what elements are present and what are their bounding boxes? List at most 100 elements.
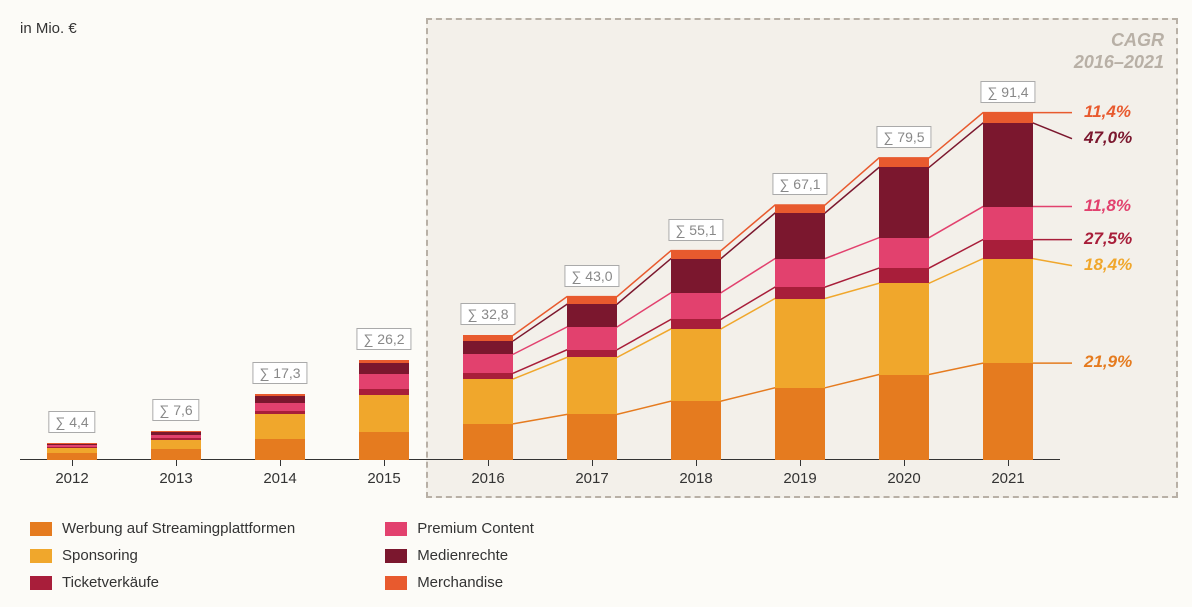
segment-sponsoring xyxy=(671,329,721,401)
bar-2013: ∑ 7,6 xyxy=(151,431,201,460)
cagr-label-ticket: 27,5% xyxy=(1084,229,1132,249)
segment-sponsoring xyxy=(463,379,513,424)
legend-swatch xyxy=(30,549,52,563)
bar-2019: ∑ 67,1 xyxy=(775,205,825,460)
cagr-label-medien: 47,0% xyxy=(1084,128,1132,148)
x-axis-label: 2012 xyxy=(20,470,124,487)
segment-sponsoring xyxy=(879,283,929,374)
segment-werbung xyxy=(359,432,409,461)
total-label: ∑ 32,8 xyxy=(460,303,515,325)
axis-tick xyxy=(696,460,697,466)
bar-2014: ∑ 17,3 xyxy=(255,394,305,460)
bar-2012: ∑ 4,4 xyxy=(47,443,97,460)
cagr-line1: CAGR xyxy=(1074,30,1164,52)
legend-item-merch: Merchandise xyxy=(385,574,534,591)
segment-sponsoring xyxy=(567,357,617,414)
legend-item-werbung: Werbung auf Streamingplattformen xyxy=(30,520,295,537)
segment-premium xyxy=(567,327,617,350)
cagr-label-werbung: 21,9% xyxy=(1084,352,1132,372)
segment-merch xyxy=(983,113,1033,123)
segment-werbung xyxy=(47,453,97,460)
segment-merch xyxy=(567,297,617,305)
segment-werbung xyxy=(671,401,721,460)
segment-werbung xyxy=(255,439,305,460)
segment-premium xyxy=(255,403,305,411)
legend-label: Ticketverkäufe xyxy=(62,574,159,591)
segment-werbung xyxy=(567,414,617,460)
segment-premium xyxy=(983,207,1033,240)
axis-tick xyxy=(176,460,177,466)
legend-item-premium: Premium Content xyxy=(385,520,534,537)
segment-ticket xyxy=(567,350,617,358)
segment-ticket xyxy=(775,287,825,298)
total-label: ∑ 17,3 xyxy=(252,362,307,384)
cagr-label-sponsoring: 18,4% xyxy=(1084,255,1132,275)
segment-medien xyxy=(463,341,513,354)
segment-sponsoring xyxy=(775,299,825,388)
legend-label: Sponsoring xyxy=(62,547,138,564)
legend-swatch xyxy=(30,522,52,536)
y-axis-label: in Mio. € xyxy=(20,20,77,37)
total-label: ∑ 67,1 xyxy=(772,173,827,195)
segment-sponsoring xyxy=(359,395,409,431)
segment-ticket xyxy=(359,389,409,396)
segment-sponsoring xyxy=(151,440,201,450)
segment-medien xyxy=(671,259,721,293)
x-axis-label: 2019 xyxy=(748,470,852,487)
chart-plot-area: ∑ 4,4 ∑ 7,6 ∑ 17,3 ∑ 26,2 ∑ 32,8 ∑ 43,0 ∑ 55,1… xyxy=(20,80,1060,460)
segment-ticket xyxy=(879,268,929,283)
axis-tick xyxy=(384,460,385,466)
cagr-heading: CAGR 2016–2021 xyxy=(1074,30,1164,73)
legend-swatch xyxy=(385,522,407,536)
segment-ticket xyxy=(671,319,721,329)
segment-medien xyxy=(567,304,617,327)
segment-medien xyxy=(879,167,929,237)
bar-2021: ∑ 91,4 xyxy=(983,113,1033,460)
total-label: ∑ 43,0 xyxy=(564,265,619,287)
total-label: ∑ 7,6 xyxy=(152,399,199,421)
segment-medien xyxy=(359,363,409,374)
x-axis-label: 2021 xyxy=(956,470,1060,487)
bar-2017: ∑ 43,0 xyxy=(567,297,617,460)
bar-2015: ∑ 26,2 xyxy=(359,360,409,460)
axis-tick xyxy=(1008,460,1009,466)
x-axis-label: 2020 xyxy=(852,470,956,487)
segment-sponsoring xyxy=(255,414,305,439)
x-axis-label: 2017 xyxy=(540,470,644,487)
legend-column: Premium Content Medienrechte Merchandise xyxy=(385,520,534,591)
segment-werbung xyxy=(151,449,201,460)
x-axis-label: 2016 xyxy=(436,470,540,487)
segment-medien xyxy=(255,396,305,403)
segment-premium xyxy=(359,374,409,388)
x-axis-label: 2015 xyxy=(332,470,436,487)
axis-tick xyxy=(592,460,593,466)
cagr-label-premium: 11,8% xyxy=(1084,196,1131,216)
legend-swatch xyxy=(30,576,52,590)
bar-2016: ∑ 32,8 xyxy=(463,335,513,460)
legend-label: Werbung auf Streamingplattformen xyxy=(62,520,295,537)
axis-tick xyxy=(280,460,281,466)
segment-merch xyxy=(671,251,721,259)
legend-label: Merchandise xyxy=(417,574,503,591)
total-label: ∑ 79,5 xyxy=(876,126,931,148)
bar-2020: ∑ 79,5 xyxy=(879,158,929,460)
segment-werbung xyxy=(463,424,513,460)
legend-item-ticket: Ticketverkäufe xyxy=(30,574,295,591)
cagr-label-merch: 11,4% xyxy=(1084,102,1131,122)
segment-premium xyxy=(879,238,929,268)
segment-werbung xyxy=(983,363,1033,460)
legend-item-sponsoring: Sponsoring xyxy=(30,547,295,564)
bar-2018: ∑ 55,1 xyxy=(671,251,721,460)
segment-merch xyxy=(879,158,929,168)
segment-werbung xyxy=(879,375,929,461)
axis-tick xyxy=(800,460,801,466)
segment-medien xyxy=(775,213,825,259)
x-axis-label: 2018 xyxy=(644,470,748,487)
total-label: ∑ 4,4 xyxy=(48,411,95,433)
segment-sponsoring xyxy=(983,259,1033,364)
legend-label: Premium Content xyxy=(417,520,534,537)
axis-tick xyxy=(72,460,73,466)
x-axis-label: 2013 xyxy=(124,470,228,487)
legend-swatch xyxy=(385,549,407,563)
legend-item-medien: Medienrechte xyxy=(385,547,534,564)
